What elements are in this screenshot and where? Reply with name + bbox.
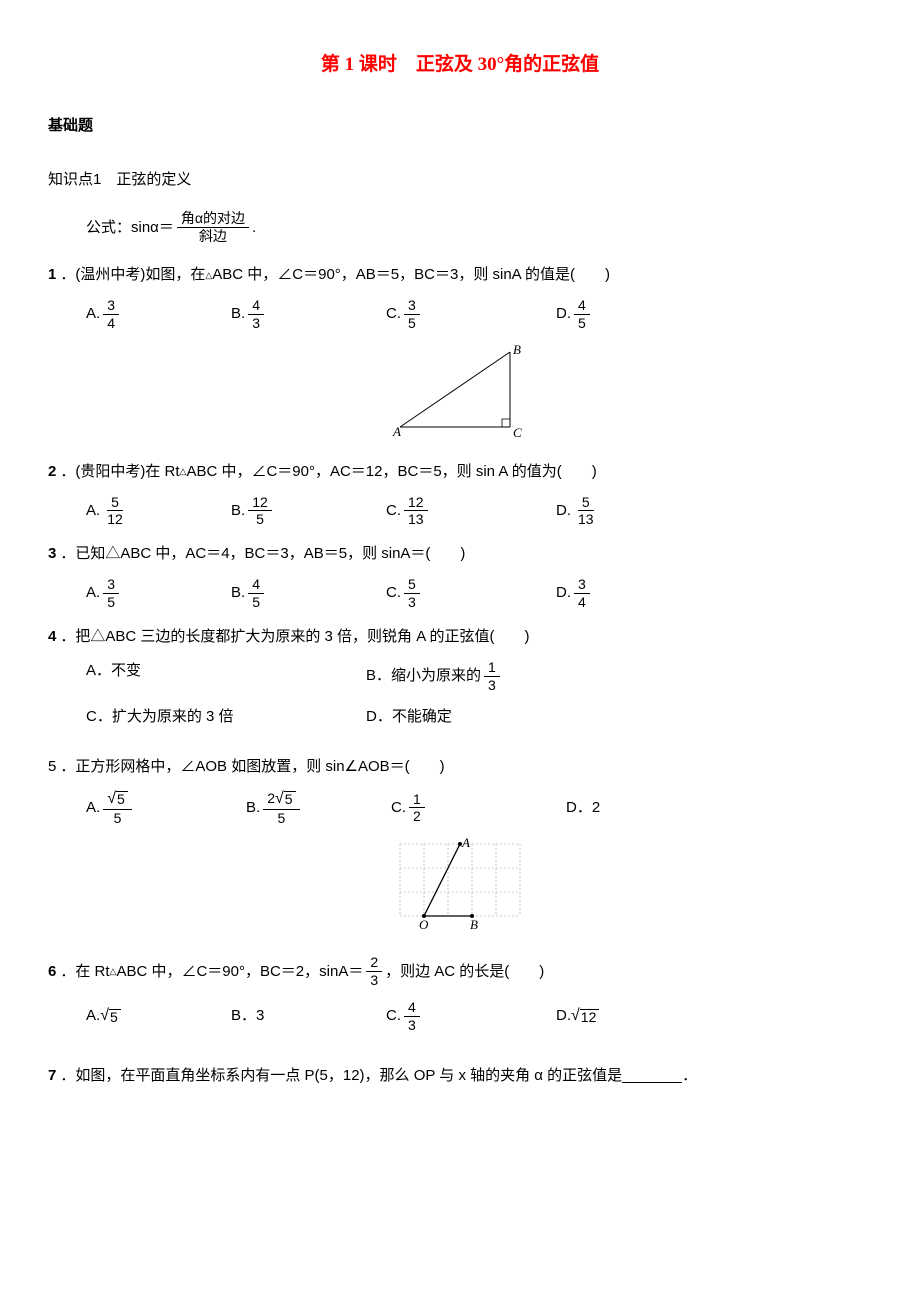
q2-opt-a: A.512 bbox=[86, 494, 231, 529]
q5-opt-b: B.255 bbox=[246, 789, 391, 826]
q5-options: A.55 B.255 C.12 D．2 bbox=[86, 789, 872, 826]
q6-opt-b: B．3 bbox=[231, 999, 386, 1034]
fill-blank bbox=[622, 1068, 682, 1083]
question-5: 5 ．正方形网格中，∠AOB 如图放置，则 sin∠AOB＝( ) A.55 B… bbox=[48, 755, 872, 936]
q2-options: A.512 B.125 C.1213 D.513 bbox=[86, 494, 872, 529]
q4-opt-c: C．扩大为原来的 3 倍 bbox=[86, 705, 366, 729]
question-1: 1 ．(温州中考)如图，在△ ABC 中，∠C＝90°，AB＝5，BC＝3，则 … bbox=[48, 263, 872, 442]
q1-options: A.34 B.43 C.35 D.45 bbox=[86, 297, 872, 332]
q4-opt-d: D．不能确定 bbox=[366, 705, 646, 729]
q1-opt-c: C.35 bbox=[386, 297, 556, 332]
q3-opt-b: B.45 bbox=[231, 576, 386, 611]
question-7: 7 ．如图，在平面直角坐标系内有一点 P(5，12)，那么 OP 与 x 轴的夹… bbox=[48, 1064, 872, 1088]
svg-text:B: B bbox=[470, 917, 478, 932]
q3-opt-a: A.35 bbox=[86, 576, 231, 611]
q4-opt-b: B．缩小为原来的13 bbox=[366, 659, 646, 694]
q3-opt-d: D.34 bbox=[556, 576, 706, 611]
q3-options: A.35 B.45 C.53 D.34 bbox=[86, 576, 872, 611]
q3-opt-c: C.53 bbox=[386, 576, 556, 611]
q6-opt-a: A.5 bbox=[86, 999, 231, 1034]
q5-figure: O B A bbox=[48, 836, 872, 936]
question-6: 6 ．在 Rt△ ABC 中，∠C＝90°，BC＝2，sinA＝ 23 ，则边 … bbox=[48, 954, 872, 1033]
q2-opt-b: B.125 bbox=[231, 494, 386, 529]
question-3: 3 ．已知△ABC 中，AC＝4，BC＝3，AB＝5，则 sinA＝( ) A.… bbox=[48, 542, 872, 611]
svg-text:A: A bbox=[392, 424, 401, 439]
svg-text:A: A bbox=[461, 836, 470, 850]
formula-sine-def: 公式：sinα＝ 角α的对边斜边 . bbox=[86, 210, 872, 245]
q4-opt-a: A．不变 bbox=[86, 659, 366, 694]
page-title: 第 1 课时 正弦及 30°角的正弦值 bbox=[48, 50, 872, 80]
q6-opt-d: D.12 bbox=[556, 999, 706, 1034]
q1-figure: A B C bbox=[48, 342, 872, 442]
section-head: 基础题 bbox=[48, 114, 872, 138]
knowledge-point-1: 知识点1 正弦的定义 bbox=[48, 168, 872, 192]
svg-text:O: O bbox=[419, 917, 429, 932]
q2-opt-d: D.513 bbox=[556, 494, 706, 529]
q5-opt-d: D．2 bbox=[566, 789, 600, 826]
q1-opt-a: A.34 bbox=[86, 297, 231, 332]
q1-opt-d: D.45 bbox=[556, 297, 706, 332]
q4-options: A．不变 B．缩小为原来的13 C．扩大为原来的 3 倍 D．不能确定 bbox=[86, 659, 872, 730]
svg-text:C: C bbox=[513, 425, 522, 440]
q1-opt-b: B.43 bbox=[231, 297, 386, 332]
q6-options: A.5 B．3 C.43 D.12 bbox=[86, 999, 872, 1034]
q2-opt-c: C.1213 bbox=[386, 494, 556, 529]
q6-opt-c: C.43 bbox=[386, 999, 556, 1034]
q5-opt-c: C.12 bbox=[391, 789, 566, 826]
question-2: 2 ．(贵阳中考)在 Rt△ ABC 中，∠C＝90°，AC＝12，BC＝5，则… bbox=[48, 460, 872, 529]
svg-text:B: B bbox=[513, 342, 521, 357]
q5-opt-a: A.55 bbox=[86, 789, 246, 826]
question-4: 4 ．把△ABC 三边的长度都扩大为原来的 3 倍，则锐角 A 的正弦值( ) … bbox=[48, 625, 872, 730]
